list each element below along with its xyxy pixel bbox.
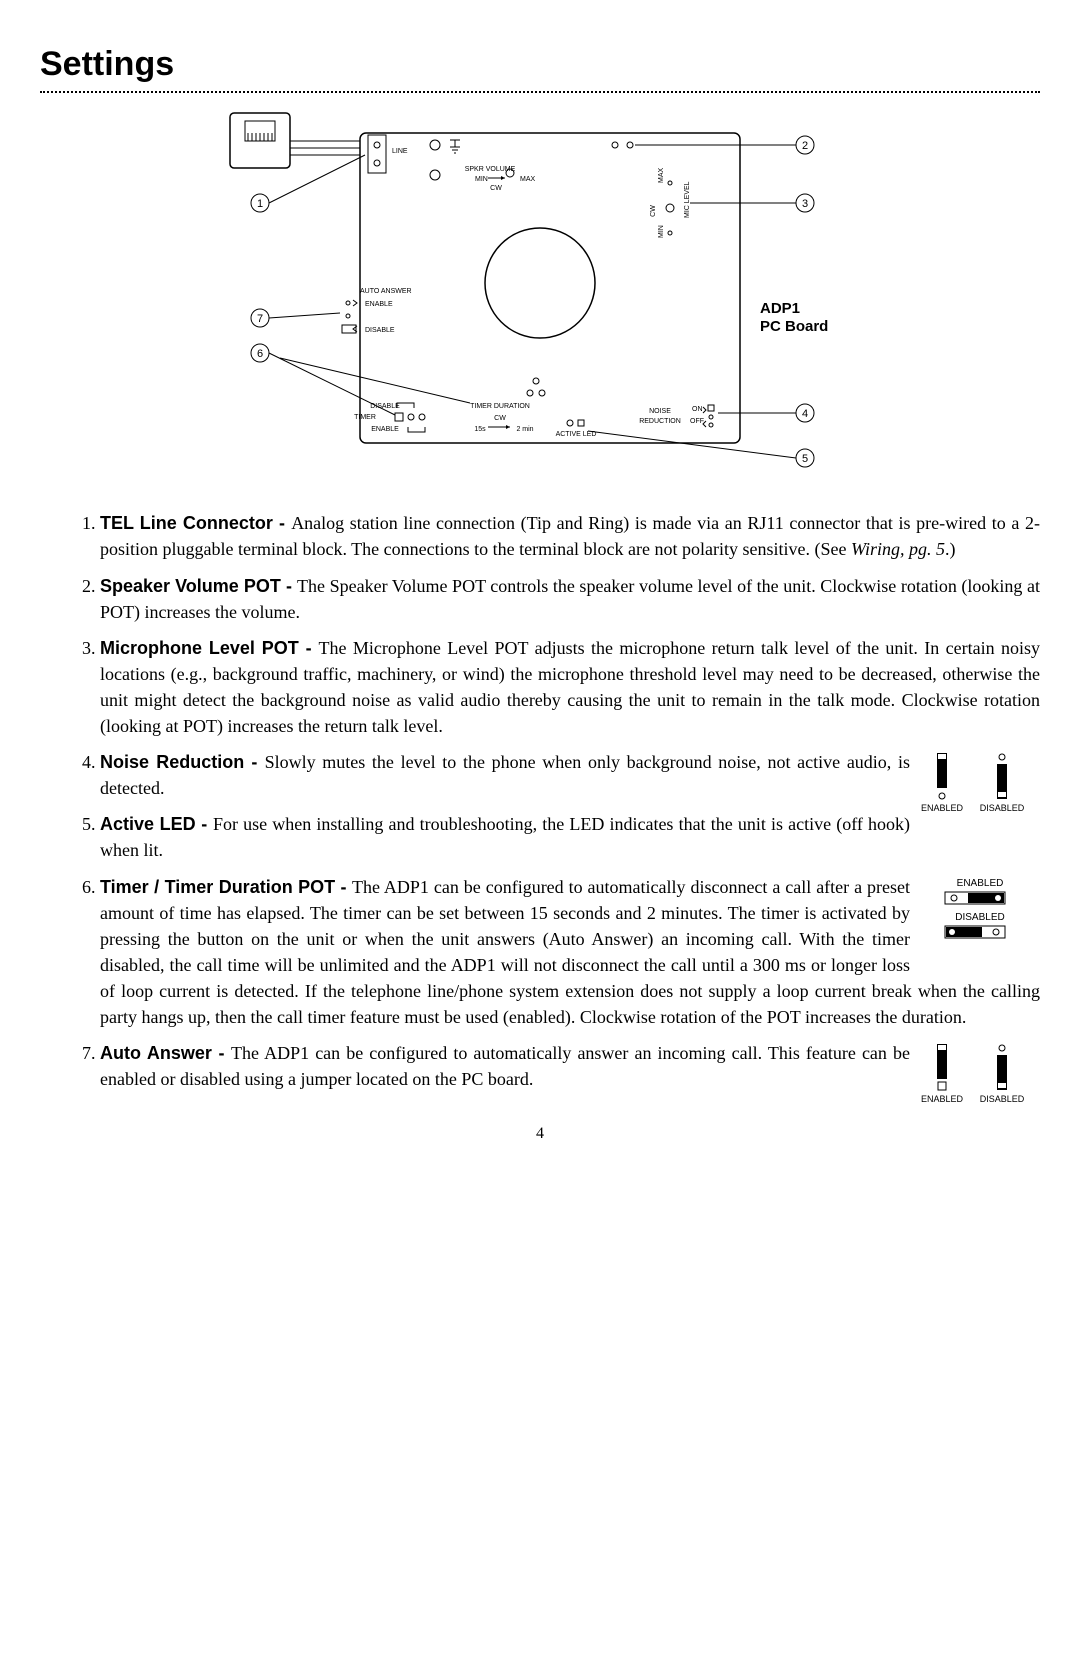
label-15s: 15s: [474, 426, 486, 433]
label-line: LINE: [392, 148, 408, 155]
auto-answer-jumper-diagram: ENABLED DISABLED: [920, 1040, 1040, 1112]
callout-6: 6: [257, 348, 263, 360]
label-noise: NOISE: [649, 408, 671, 415]
label-min: MIN: [475, 176, 488, 183]
item-6: ENABLED DISABLED Timer / Timer Duration …: [100, 874, 1040, 1031]
label-disabled-3: DISABLED: [980, 1094, 1025, 1104]
label-mic-level: MIC LEVEL: [684, 182, 691, 219]
label-cw: CW: [490, 185, 502, 192]
callout-7: 7: [257, 313, 263, 325]
item-5: Active LED - For use when installing and…: [100, 811, 1040, 863]
item-3: Microphone Level POT - The Microphone Le…: [100, 635, 1040, 739]
diagram-title-2: PC Board: [760, 318, 828, 335]
label-disable: DISABLE: [365, 327, 395, 334]
item-6-title: Timer / Timer Duration POT -: [100, 877, 352, 897]
label-spkr-volume: SPKR VOLUME: [465, 166, 516, 173]
label-disabled: DISABLED: [980, 803, 1025, 813]
item-5-text: For use when installing and troubleshoot…: [100, 814, 910, 860]
diagram-title-1: ADP1: [760, 300, 800, 317]
item-1-ref: Wiring, pg. 5: [851, 539, 945, 559]
item-1-text-b: .): [945, 539, 956, 559]
label-on: ON: [692, 406, 703, 413]
label-cw3: CW: [494, 415, 506, 422]
item-3-title: Microphone Level POT -: [100, 638, 319, 658]
page-title: Settings: [40, 40, 1040, 93]
callout-2: 2: [802, 140, 808, 152]
item-7-title: Auto Answer -: [100, 1043, 231, 1063]
item-2: Speaker Volume POT - The Speaker Volume …: [100, 573, 1040, 625]
label-off: OFF: [690, 418, 704, 425]
label-max: MAX: [520, 176, 536, 183]
item-1: TEL Line Connector - Analog station line…: [100, 510, 1040, 562]
page-number: 4: [40, 1122, 1040, 1145]
callout-1: 1: [257, 198, 263, 210]
label-auto-answer: AUTO ANSWER: [360, 288, 412, 295]
label-timer-duration: TIMER DURATION: [470, 403, 530, 410]
pcb-diagram: LINE SPKR VOLUME MIN MAX CW MIC LEVEL MA…: [40, 103, 1040, 490]
label-enabled-2: ENABLED: [957, 878, 1004, 889]
callout-4: 4: [802, 408, 808, 420]
item-5-title: Active LED -: [100, 814, 213, 834]
label-enabled-3: ENABLED: [921, 1094, 964, 1104]
item-7: ENABLED DISABLED Auto Answer - The ADP1 …: [100, 1040, 1040, 1092]
item-1-title: TEL Line Connector -: [100, 513, 291, 533]
item-4: ENABLED DISABLED Noise Reduction - Slowl…: [100, 749, 1040, 801]
label-2min: 2 min: [516, 426, 533, 433]
callout-5: 5: [802, 453, 808, 465]
label-enabled: ENABLED: [921, 803, 964, 813]
callout-3: 3: [802, 198, 808, 210]
settings-list: TEL Line Connector - Analog station line…: [40, 510, 1040, 1092]
item-6-text: The ADP1 can be configured to automatica…: [100, 877, 1040, 1027]
label-disable2: DISABLE: [370, 403, 400, 410]
label-min2: MIN: [658, 225, 665, 238]
item-2-title: Speaker Volume POT -: [100, 576, 297, 596]
label-enable2: ENABLE: [371, 426, 399, 433]
label-timer: TIMER: [354, 414, 376, 421]
label-reduction: REDUCTION: [639, 418, 681, 425]
label-cw2: CW: [650, 205, 657, 217]
label-max2: MAX: [658, 168, 665, 184]
timer-jumper-diagram: ENABLED DISABLED: [920, 874, 1040, 953]
noise-reduction-jumper-diagram: ENABLED DISABLED: [920, 749, 1040, 821]
label-disabled-2: DISABLED: [955, 912, 1004, 923]
label-enable: ENABLE: [365, 301, 393, 308]
item-4-title: Noise Reduction -: [100, 752, 265, 772]
label-active-led: ACTIVE LED: [556, 431, 597, 438]
